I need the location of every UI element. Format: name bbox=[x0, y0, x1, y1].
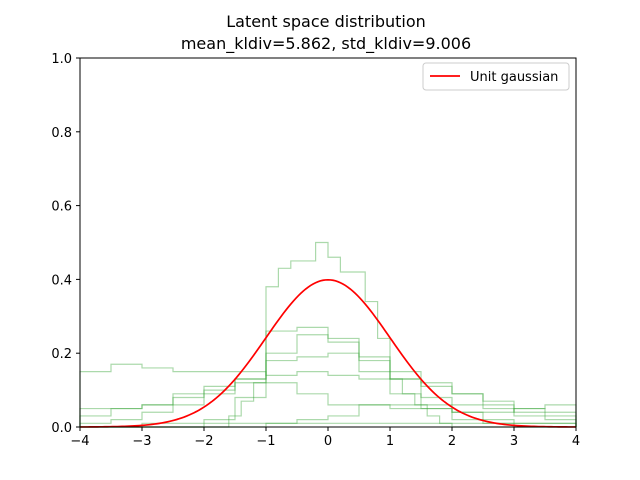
y-tick-label: 0.4 bbox=[51, 273, 72, 288]
legend-box bbox=[422, 62, 570, 91]
x-tick-label: −2 bbox=[194, 434, 213, 449]
x-tick-label: −1 bbox=[256, 434, 275, 449]
x-tick-label: −4 bbox=[70, 434, 89, 449]
histogram-series-3 bbox=[79, 334, 577, 427]
histogram-series-2 bbox=[80, 326, 576, 428]
y-tick-label: 0.2 bbox=[51, 347, 72, 362]
x-tick-label: 3 bbox=[510, 434, 518, 449]
y-tick-label: 0.6 bbox=[51, 200, 72, 215]
x-tick-label: 4 bbox=[572, 434, 580, 449]
y-tick-label: 1.0 bbox=[51, 52, 72, 67]
y-axis: 0.0 0.2 0.4 0.6 0.8 1.0 bbox=[51, 52, 80, 436]
x-tick-label: 0 bbox=[324, 434, 332, 449]
x-axis: −4 −3 −2 −1 0 1 2 3 4 bbox=[70, 427, 580, 449]
y-tick-label: 0.8 bbox=[51, 126, 72, 141]
x-tick-label: 1 bbox=[386, 434, 394, 449]
histogram-series-6 bbox=[79, 382, 577, 427]
histogram-series-5 bbox=[79, 352, 577, 427]
histogram-series-4 bbox=[79, 363, 577, 427]
x-tick-label: 2 bbox=[448, 434, 456, 449]
x-tick-label: −3 bbox=[132, 434, 151, 449]
gaussian-series-line bbox=[79, 278, 577, 428]
chart-title: Latent space distribution bbox=[226, 12, 426, 31]
y-tick-label: 0.0 bbox=[51, 421, 72, 436]
legend: Unit gaussian bbox=[422, 62, 570, 91]
legend-label-unit-gaussian: Unit gaussian bbox=[470, 70, 558, 85]
chart-subtitle: mean_kldiv=5.862, std_kldiv=9.006 bbox=[181, 34, 471, 54]
histogram-group bbox=[79, 241, 577, 428]
